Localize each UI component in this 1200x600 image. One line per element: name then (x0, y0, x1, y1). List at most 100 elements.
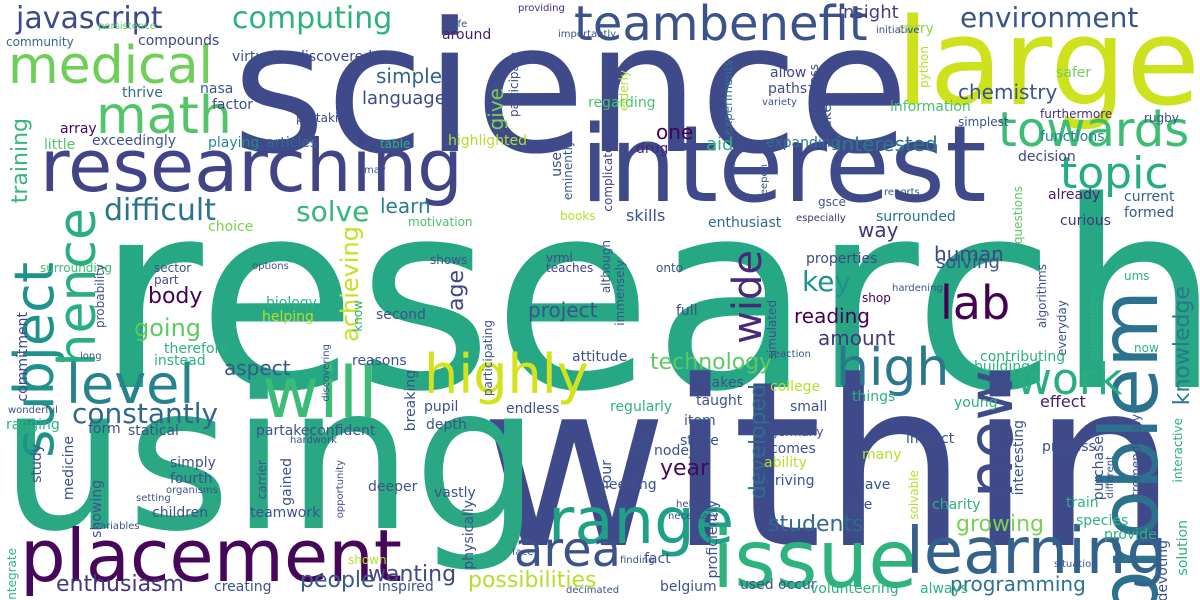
word-array: array (60, 121, 97, 137)
word-key: key (802, 265, 852, 298)
word-now: now (1134, 341, 1159, 355)
word-hardwork: hardwork (290, 435, 337, 446)
word-part: part (154, 273, 179, 287)
word-age: age (444, 270, 469, 311)
word-integrate: integrate (5, 548, 19, 600)
word-project: project (528, 298, 598, 322)
word-going: going (134, 314, 202, 342)
word-simply: simply (170, 455, 216, 471)
word-teambenefit: teambenefit (574, 0, 868, 52)
word-elderly: elderly (617, 70, 631, 112)
word-environment: environment (960, 1, 1139, 34)
word-purchase: purchase (1091, 436, 1107, 501)
word-thrive: thrive (122, 85, 163, 101)
word-carrier: carrier (255, 460, 269, 500)
word-medicine: medicine (61, 436, 77, 501)
word-endless: endless (506, 401, 560, 417)
word-college: college (770, 379, 821, 395)
word-chemistry: chemistry (958, 80, 1058, 104)
word-wonderful: wonderful (8, 405, 58, 416)
word-inspired: inspired (378, 579, 434, 595)
word-occur: occur (778, 577, 817, 593)
word-aid: aid (706, 134, 734, 155)
word-playing: playing (208, 135, 260, 151)
word-issue: issue (712, 513, 918, 600)
word-providing: providing (518, 3, 565, 14)
word-interesting: interesting (1011, 420, 1027, 496)
word-deepen: deepen (759, 164, 770, 202)
word-questions: questions (1011, 186, 1025, 245)
word-interactive: interactive (1171, 418, 1185, 483)
word-surrounded: surrounded (876, 209, 956, 225)
word-around: around (442, 27, 492, 43)
word-many: many (862, 447, 902, 463)
word-shop: shop (862, 291, 891, 305)
word-work: work (1016, 354, 1123, 405)
word-teaches: teaches (546, 261, 594, 275)
word-statical: statical (128, 423, 179, 439)
word-placement: placement (20, 514, 403, 598)
word-variety: variety (762, 97, 797, 108)
word-one: one (656, 120, 694, 144)
word-highly: highly (424, 343, 589, 406)
word-things: things (852, 389, 896, 405)
word-variables: variables (94, 521, 140, 532)
word-formed: formed (1124, 205, 1175, 221)
word-choice: choice (208, 219, 254, 235)
word-driving: driving (766, 473, 815, 489)
word-skills: skills (626, 206, 666, 225)
word-decimated: decimated (566, 585, 620, 596)
word-articles: articles (266, 135, 318, 151)
word-range: range (548, 485, 735, 559)
word-languages: languages (362, 88, 456, 109)
word-algorithms: algorithms (1035, 264, 1049, 329)
word-body: body (148, 284, 203, 309)
word-organisms: organisms (166, 485, 218, 496)
word-small: small (790, 399, 828, 415)
word-impact: impact (906, 431, 955, 447)
word-help: help (676, 499, 698, 510)
word-year: year (660, 456, 710, 481)
word-provide: provide (1104, 527, 1157, 543)
word-furthermore: furthermore (1040, 107, 1113, 121)
word-motivation: motivation (408, 215, 473, 229)
word-shows: shows (430, 253, 468, 267)
word-ranging: ranging (6, 417, 60, 433)
word-makes: makes (698, 375, 744, 391)
word-constantly: constantly (72, 397, 219, 430)
word-participating: participating (481, 320, 495, 397)
word-reaction: reaction (770, 349, 811, 360)
word-insight: insight (838, 2, 899, 23)
word-immensely: immensely (613, 260, 627, 326)
word-devoting: devoting (1155, 540, 1171, 600)
word-area: area (514, 522, 622, 578)
word-gained: gained (279, 458, 295, 506)
word-know: know (351, 300, 365, 332)
word-partakeconfident: partakeconfident (256, 423, 376, 439)
word-class: class (807, 64, 821, 94)
word-contributing: contributing (980, 349, 1066, 365)
word-towards: towards (998, 102, 1190, 158)
word-curious: curious (1060, 213, 1111, 229)
word-factor: factor (212, 97, 254, 113)
word-initiative: initiative (876, 25, 920, 36)
word-computing: computing (232, 1, 393, 36)
word-setting: setting (136, 493, 171, 504)
word-exceedingly: exceedingly (92, 133, 177, 149)
word-reasons: reasons (352, 353, 407, 369)
word-medical: medical (8, 36, 214, 96)
word-elementary: elementary (1087, 290, 1101, 359)
word-needing: needing (600, 477, 657, 493)
word-highlighted: highlighted (448, 133, 528, 149)
word-opportunity: opportunity (335, 460, 346, 519)
word-enthusiasm: enthusiasm (56, 572, 184, 597)
word-researching: researching (40, 124, 463, 208)
word-stage: stage (680, 433, 719, 449)
word-probability: probability (93, 264, 107, 329)
word-volunteering: volunteering (810, 581, 899, 597)
word-information: information (890, 99, 971, 115)
word-training: training (8, 118, 33, 204)
word-surrounding: surrounding (40, 261, 112, 275)
word-physically: physically (461, 500, 477, 570)
